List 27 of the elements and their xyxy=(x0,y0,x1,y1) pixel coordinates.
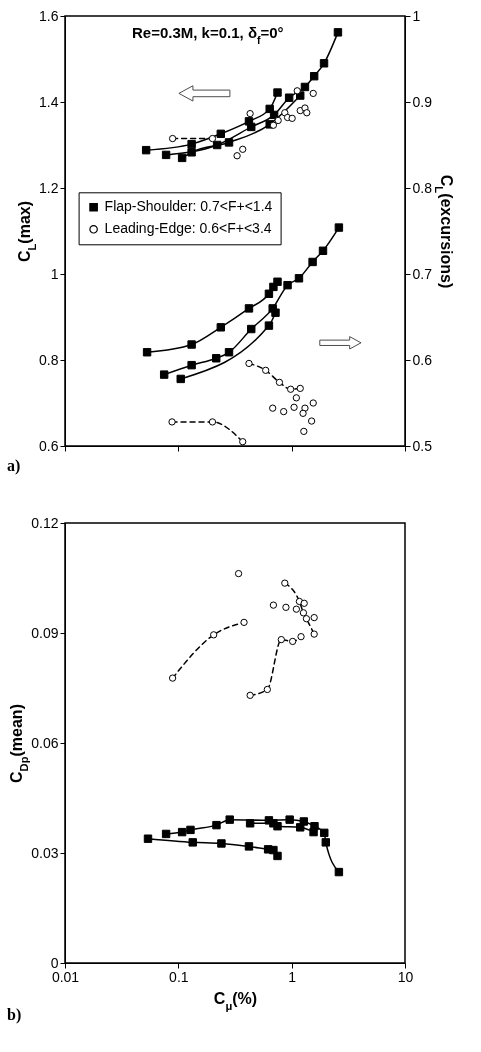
y2-tick-label: 0.6 xyxy=(412,351,433,368)
y-tick-label: 0.03 xyxy=(31,844,59,861)
text: b) xyxy=(7,1006,22,1024)
y-tick-label: 0.06 xyxy=(31,734,59,751)
x-tick-label: 10 xyxy=(397,968,414,985)
y-tick-label: 0.6 xyxy=(39,437,59,454)
legend-label: Leading-Edge: 0.6<F+<3.4 xyxy=(104,220,272,237)
y-tick-label: 0.09 xyxy=(31,624,59,641)
y2-tick-label: 0.8 xyxy=(412,179,433,196)
y-tick-label: 1.6 xyxy=(39,7,59,24)
y2-tick-label: 0.7 xyxy=(412,265,433,282)
y-tick-label: 0.12 xyxy=(31,514,59,531)
x-tick-label: 1 xyxy=(288,968,297,985)
text: Re=0.3M, k=0.1, δ$_{f}$=0° xyxy=(131,24,284,46)
y2-tick-label: 0.5 xyxy=(412,437,433,454)
y2-tick-label: 1 xyxy=(412,7,421,24)
y2-tick-label: 0.9 xyxy=(412,93,433,110)
x-axis-title: C$_{μ}$(%) xyxy=(213,989,258,1012)
x-tick-label: 0.01 xyxy=(51,968,80,985)
y-tick-label: 0.8 xyxy=(39,351,59,368)
y-tick-label: 1.4 xyxy=(39,93,59,110)
y-tick-label: 1.2 xyxy=(39,179,59,196)
text: a) xyxy=(7,457,21,475)
y-tick-label: 1 xyxy=(50,265,59,282)
x-tick-label: 0.1 xyxy=(169,968,189,985)
legend-label: Flap-Shoulder: 0.7<F+<1.4 xyxy=(104,198,273,215)
y-tick-label: 0 xyxy=(50,954,59,971)
